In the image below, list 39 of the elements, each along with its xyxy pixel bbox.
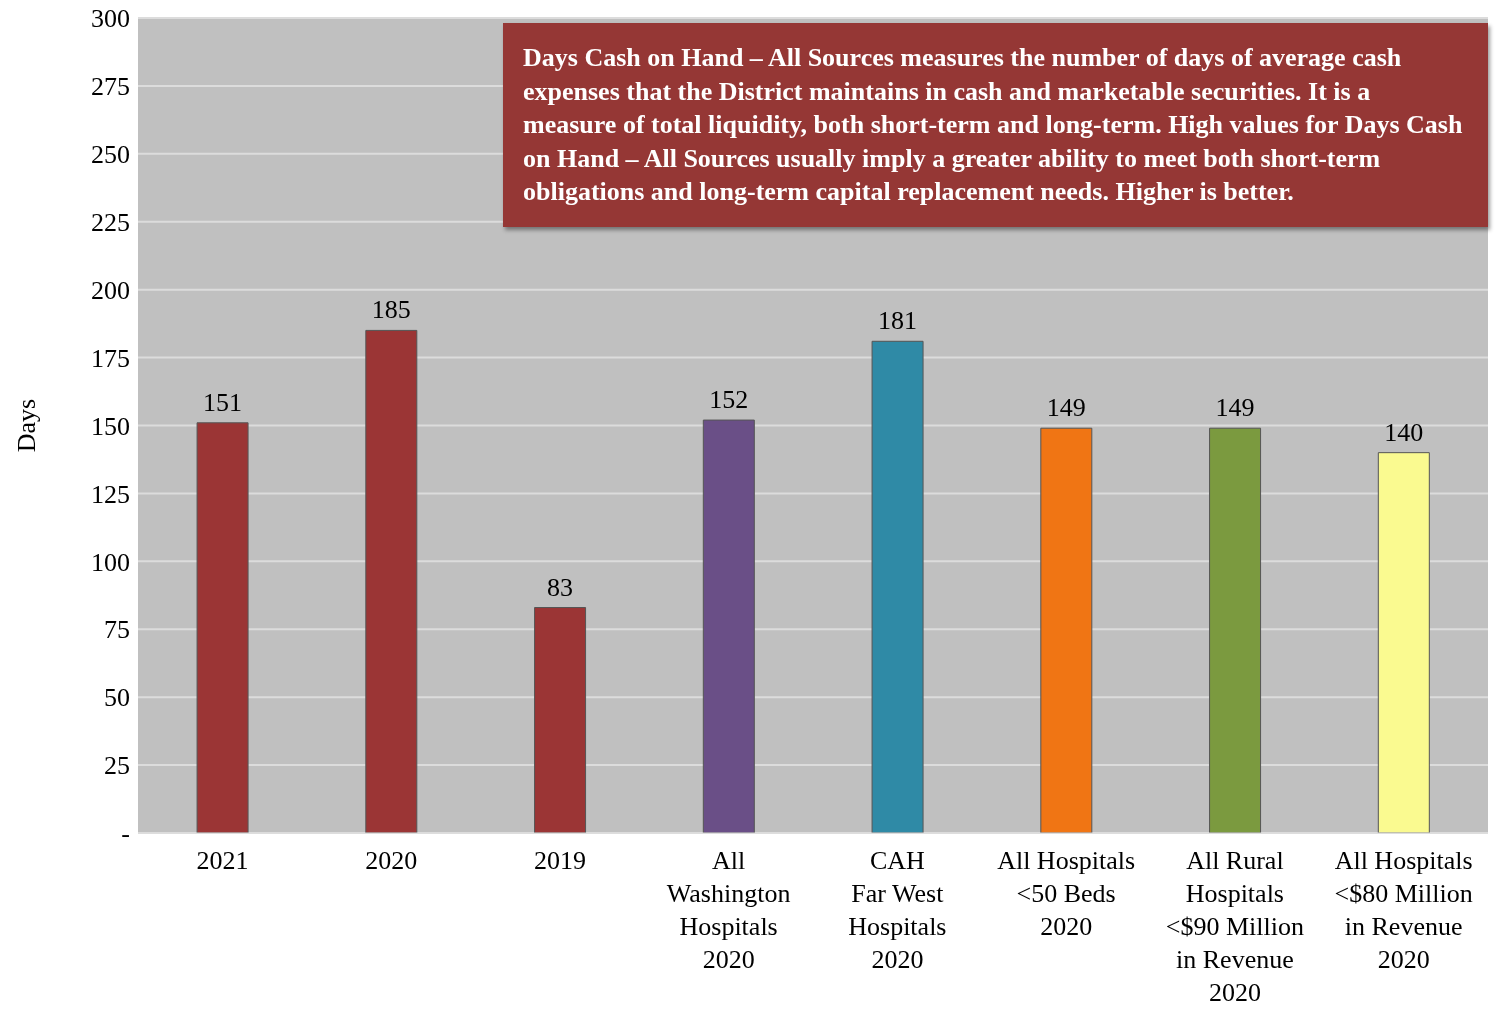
bar (1209, 427, 1262, 833)
annotation: Days Cash on Hand – All Sources measures the number of days of average cash expenses that the District maintains in cash and marketable securities. It is a measure of total liquidity, both short-term and long-term. High values for Days Cash on Hand – All Sources usually imply a greater ability to meet both short-term obligations and long-term capital replacement needs. Higher is better. (503, 23, 1488, 227)
x-tick-label: 2019 (533, 846, 586, 875)
data-label: 149 (1215, 393, 1255, 423)
bar (1040, 427, 1093, 833)
y-tick-label: 125 (91, 479, 130, 509)
data-label: 151 (203, 387, 243, 417)
y-tick-label: - (121, 819, 130, 849)
y-tick-label: 50 (104, 683, 130, 713)
data-label: 152 (709, 385, 749, 415)
y-tick-label: 150 (91, 411, 130, 441)
bar (702, 419, 755, 833)
bar (871, 340, 924, 833)
data-label: 181 (878, 306, 918, 336)
x-tick-label: All Rural Hospitals <$90 Million in Revenue 2020 (1165, 846, 1304, 1007)
x-tick-label: All Hospitals <50 Beds 2020 (997, 846, 1136, 941)
y-tick-label: 175 (91, 343, 130, 373)
y-tick-label: 225 (91, 207, 130, 237)
x-tick-label: 2021 (196, 846, 249, 875)
x-tick-label: All Washington Hospitals 2020 (666, 846, 791, 974)
data-label: 185 (371, 295, 411, 325)
y-tick-label: 300 (91, 4, 130, 34)
bar (1377, 452, 1430, 833)
y-tick-label: 25 (104, 751, 130, 781)
y-tick-label: 275 (91, 72, 130, 102)
x-tick-label: All Hospitals <$80 Million in Revenue 2020 (1334, 846, 1473, 974)
data-label: 149 (1046, 393, 1086, 423)
y-tick-label: 100 (91, 547, 130, 577)
data-label: 140 (1384, 417, 1424, 447)
y-tick-label: 250 (91, 140, 130, 170)
data-label: 83 (547, 572, 574, 602)
x-tick-label: CAH Far West Hospitals 2020 (848, 846, 947, 974)
y-tick-label: 200 (91, 275, 130, 305)
x-tick-label: 2020 (365, 846, 418, 875)
y-tick-label: 75 (104, 615, 130, 645)
bar (196, 422, 249, 833)
y-axis-title: Days (12, 398, 42, 453)
bar (365, 329, 418, 833)
bar (534, 607, 587, 833)
